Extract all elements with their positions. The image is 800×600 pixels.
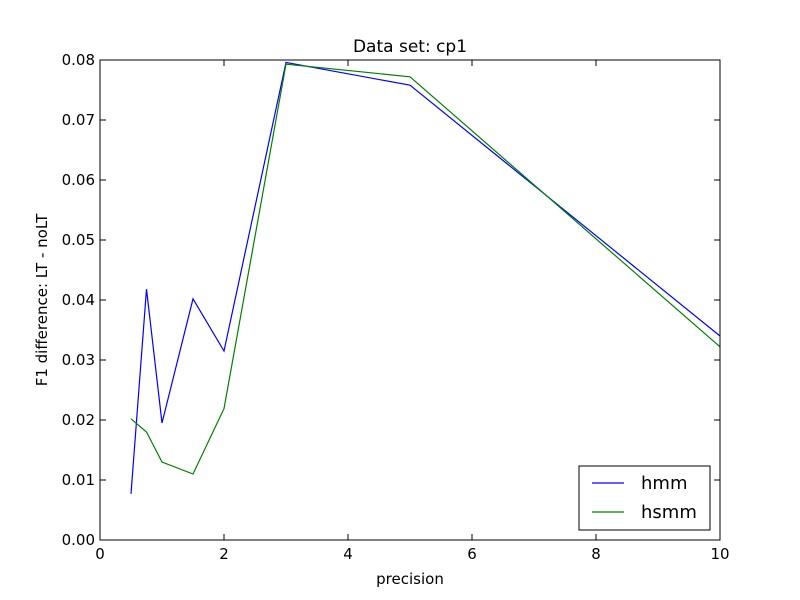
ticks-layer: 0 2 4 6 8 10 0.00 0.01 0.02 0.03 0.04 0.05 0.06 0.07 0…: [62, 51, 730, 563]
x-tick-label: 10: [710, 545, 729, 563]
chart-title: Data set: cp1: [353, 37, 467, 57]
y-tick-label: 0.08: [62, 51, 95, 69]
y-tick-label: 0.04: [62, 291, 95, 309]
y-tick-label: 0.00: [62, 531, 95, 549]
x-tick-label: 8: [591, 545, 601, 563]
y-tick-label: 0.02: [62, 411, 95, 429]
plot-frame: [99, 59, 721, 541]
legend: hmm hsmm: [578, 465, 711, 531]
legend-box: [578, 465, 711, 531]
x-tick-label: 0: [95, 545, 105, 563]
x-axis-label: precision: [376, 570, 444, 588]
y-tick-label: 0.07: [62, 111, 95, 129]
y-tick-label: 0.01: [62, 471, 95, 489]
plot-area: 0 2 4 6 8 10 0.00 0.01 0.02 0.03 0.04 0.05 0.06 0.07 0…: [62, 51, 730, 563]
series-line-hmm: [130, 61, 721, 494]
y-tick-label: 0.06: [62, 171, 95, 189]
y-tick-label: 0.03: [62, 351, 95, 369]
legend-label-hmm: hmm: [641, 473, 687, 494]
legend-label-hsmm: hsmm: [641, 502, 697, 523]
x-tick-label: 4: [343, 545, 353, 563]
y-tick-label: 0.05: [62, 231, 95, 249]
x-tick-label: 6: [467, 545, 477, 563]
x-tick-label: 2: [219, 545, 229, 563]
series-layer: [130, 61, 721, 494]
y-axis-label: F1 difference: LT - noLT: [33, 213, 51, 386]
series-line-hsmm: [130, 63, 721, 475]
